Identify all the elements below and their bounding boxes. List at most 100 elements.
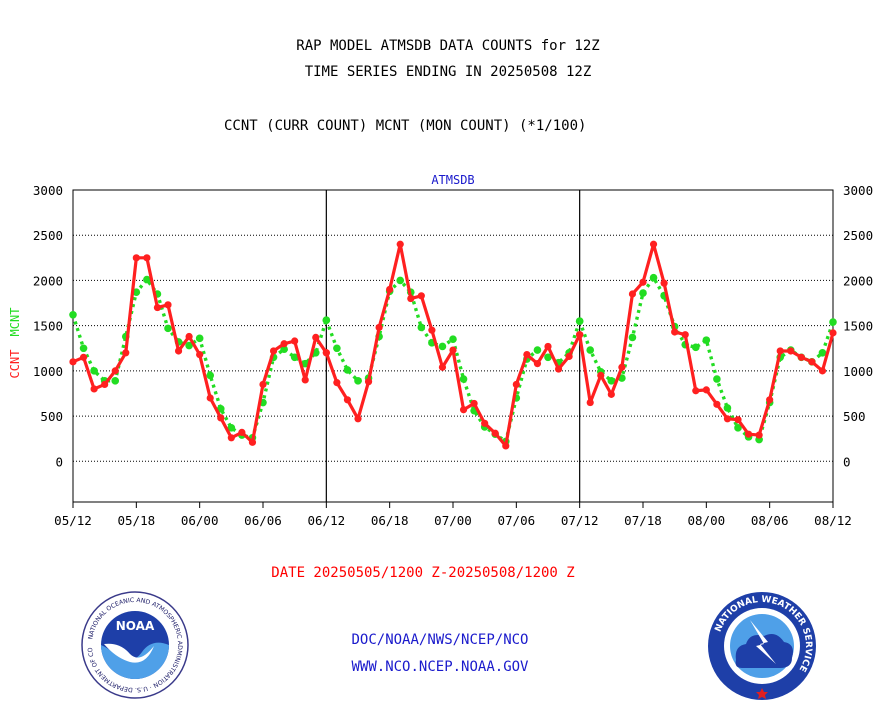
data-point-ccnt	[692, 387, 700, 395]
y-tick-label-right: 1000	[843, 364, 873, 379]
y-axis-label-mcnt: MCNT	[8, 308, 22, 337]
y-tick-label-right: 500	[843, 409, 866, 424]
org-line: DOC/NOAA/NWS/NCEP/NCO	[351, 632, 529, 648]
data-point-ccnt	[164, 301, 172, 309]
y-tick-label-left: 1500	[33, 319, 63, 334]
data-point-ccnt	[248, 438, 257, 446]
date-range-label: DATE 20250505/1200 Z-20250508/1200 Z	[271, 565, 575, 581]
data-point-ccnt	[206, 394, 214, 402]
title-line-1: RAP MODEL ATMSDB DATA COUNTS for 12Z	[296, 38, 600, 54]
data-point-ccnt	[301, 376, 309, 384]
website-link[interactable]: WWW.NCO.NCEP.NOAA.GOV	[351, 659, 529, 675]
y-tick-label-left: 0	[55, 454, 63, 469]
data-point-ccnt	[407, 294, 415, 303]
data-point-mcnt	[438, 342, 447, 351]
data-point-ccnt	[375, 323, 383, 332]
y-tick-label-left: 2000	[33, 273, 63, 288]
data-point-ccnt	[787, 347, 795, 355]
data-point-ccnt	[259, 380, 267, 389]
data-point-mcnt	[143, 275, 151, 284]
data-point-mcnt	[533, 346, 542, 354]
data-point-ccnt	[808, 358, 816, 366]
data-point-mcnt	[396, 276, 405, 285]
data-point-ccnt	[322, 349, 330, 357]
x-tick-label: 08/06	[751, 513, 789, 528]
data-point-ccnt	[660, 279, 668, 287]
data-point-mcnt	[449, 335, 457, 344]
data-point-ccnt	[386, 285, 394, 294]
data-point-mcnt	[713, 375, 721, 383]
series-line-mcnt	[324, 278, 582, 444]
data-point-ccnt	[818, 367, 827, 375]
chart-subtitle: CCNT (CURR COUNT) MCNT (MON COUNT) (*1/1…	[224, 118, 587, 134]
data-point-ccnt	[196, 350, 204, 359]
data-point-ccnt	[343, 396, 352, 404]
data-point-ccnt	[143, 254, 151, 262]
x-tick-label: 06/06	[244, 513, 282, 528]
data-point-mcnt	[164, 324, 172, 333]
data-point-mcnt	[90, 367, 98, 375]
data-point-ccnt	[491, 429, 499, 437]
data-point-ccnt	[628, 290, 637, 298]
data-point-ccnt	[227, 434, 235, 442]
label-layer: 0 0 500 500 1000 1000 1500 1500 2000 2000 2500 2500…	[8, 173, 873, 528]
data-point-ccnt	[364, 378, 373, 386]
data-point-ccnt	[586, 398, 594, 407]
y-tick-label-left: 3000	[33, 183, 63, 198]
data-point-mcnt	[586, 346, 595, 354]
data-point-mcnt	[185, 341, 193, 350]
data-point-ccnt	[744, 430, 753, 438]
data-point-mcnt	[607, 377, 616, 385]
data-point-ccnt	[776, 347, 784, 355]
data-point-mcnt	[734, 424, 742, 432]
data-point-ccnt	[576, 331, 584, 339]
data-point-ccnt	[702, 386, 710, 394]
x-tick-label: 08/12	[814, 513, 852, 528]
data-point-ccnt	[153, 303, 162, 312]
data-point-mcnt	[354, 377, 362, 385]
data-point-mcnt	[333, 344, 341, 353]
y-tick-label-right: 1500	[843, 319, 873, 334]
data-point-ccnt	[396, 240, 404, 248]
data-point-ccnt	[333, 379, 341, 387]
x-tick-label: 07/12	[561, 513, 599, 528]
data-point-ccnt	[565, 352, 573, 360]
data-point-ccnt	[544, 342, 552, 351]
data-point-mcnt	[829, 318, 837, 326]
data-point-ccnt	[671, 328, 679, 336]
data-point-ccnt	[829, 329, 837, 337]
data-point-mcnt	[575, 317, 584, 325]
data-point-mcnt	[206, 371, 215, 380]
data-point-mcnt	[132, 288, 141, 296]
data-point-mcnt	[301, 359, 310, 368]
data-point-mcnt	[216, 405, 225, 413]
data-point-ccnt	[523, 350, 531, 359]
data-point-ccnt	[649, 240, 658, 248]
data-point-ccnt	[449, 346, 457, 354]
data-point-ccnt	[354, 415, 362, 423]
data-point-ccnt	[291, 337, 299, 345]
data-point-ccnt	[438, 363, 447, 371]
data-point-ccnt	[69, 358, 77, 366]
data-point-mcnt	[459, 375, 468, 383]
data-point-ccnt	[122, 349, 130, 357]
data-point-ccnt	[132, 254, 140, 262]
data-point-ccnt	[90, 385, 98, 393]
data-point-mcnt	[280, 345, 288, 353]
data-point-mcnt	[818, 348, 827, 357]
data-point-ccnt	[723, 415, 732, 423]
data-point-ccnt	[533, 360, 542, 368]
y-tick-label-right: 2000	[843, 273, 873, 288]
data-point-ccnt	[597, 371, 605, 379]
noaa-logo: NATIONAL OCEANIC AND ATMOSPHERIC ADMINIS…	[80, 590, 189, 699]
x-tick-label: 07/18	[624, 513, 662, 528]
data-point-mcnt	[322, 316, 331, 325]
chart-title: ATMSDB	[431, 173, 474, 187]
data-point-mcnt	[649, 273, 658, 282]
data-point-mcnt	[69, 311, 77, 319]
data-point-ccnt	[766, 396, 774, 404]
data-point-ccnt	[280, 340, 288, 348]
y-tick-label-right: 3000	[843, 183, 873, 198]
data-point-ccnt	[174, 347, 183, 355]
